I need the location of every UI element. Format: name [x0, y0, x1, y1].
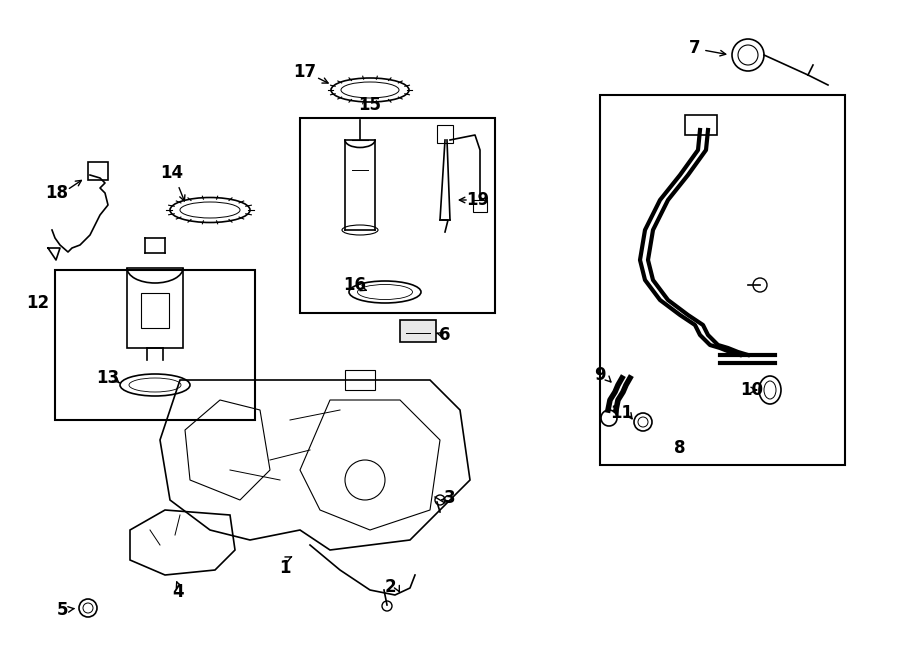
Bar — [685, 115, 717, 135]
Text: 17: 17 — [293, 63, 317, 81]
Text: 8: 8 — [674, 439, 686, 457]
Bar — [127, 268, 183, 348]
Text: 16: 16 — [344, 276, 366, 294]
Text: 14: 14 — [160, 164, 184, 182]
Circle shape — [732, 39, 764, 71]
Polygon shape — [48, 248, 60, 260]
Text: 15: 15 — [358, 96, 382, 114]
Text: 6: 6 — [439, 326, 451, 344]
Text: 1: 1 — [279, 559, 291, 577]
Text: 5: 5 — [58, 601, 68, 619]
Text: 3: 3 — [445, 489, 455, 507]
Circle shape — [79, 599, 97, 617]
Text: 4: 4 — [172, 583, 184, 601]
Text: 11: 11 — [610, 404, 634, 422]
Ellipse shape — [759, 376, 781, 404]
Circle shape — [435, 495, 445, 505]
Bar — [300, 118, 495, 313]
Text: 18: 18 — [46, 184, 68, 202]
Text: 2: 2 — [384, 578, 396, 596]
Text: 7: 7 — [689, 39, 701, 57]
Text: 13: 13 — [96, 369, 120, 387]
Bar — [88, 162, 108, 180]
Bar — [473, 200, 487, 212]
Bar — [437, 125, 453, 143]
Bar — [400, 320, 436, 342]
Text: 19: 19 — [466, 191, 490, 209]
Circle shape — [634, 413, 652, 431]
Text: 10: 10 — [741, 381, 763, 399]
Bar — [600, 95, 845, 465]
Text: 9: 9 — [594, 366, 606, 384]
Bar — [141, 293, 169, 328]
Bar — [55, 270, 255, 420]
Circle shape — [382, 601, 392, 611]
Circle shape — [753, 278, 767, 292]
Bar — [345, 370, 375, 390]
Text: 12: 12 — [26, 294, 50, 312]
